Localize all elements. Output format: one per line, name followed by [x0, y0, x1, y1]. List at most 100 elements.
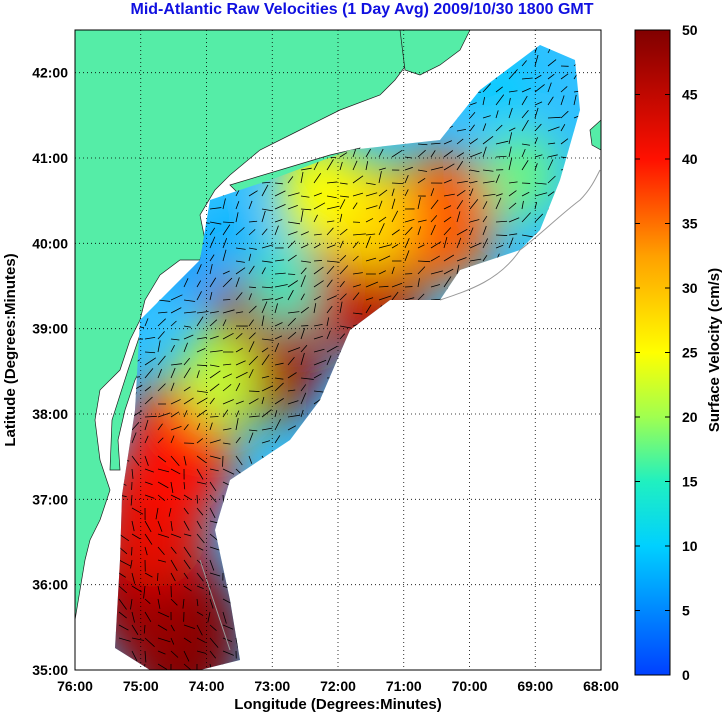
- velocity-arrow: [352, 192, 364, 197]
- velocity-arrow: [274, 259, 285, 262]
- velocity-arrow: [547, 126, 560, 132]
- velocity-arrow: [222, 373, 233, 379]
- velocity-arrow: [430, 150, 436, 158]
- velocity-arrow: [196, 468, 204, 480]
- velocity-arrow: [287, 192, 300, 197]
- velocity-arrow: [274, 398, 284, 405]
- velocity-arrow: [222, 238, 228, 249]
- velocity-arrow: [157, 611, 170, 618]
- velocity-arrow: [313, 243, 321, 249]
- velocity-arrow: [261, 301, 268, 314]
- velocity-arrow: [222, 409, 229, 418]
- velocity-arrow: [183, 424, 189, 431]
- velocity-arrow: [209, 439, 221, 444]
- velocity-arrow: [170, 294, 183, 301]
- x-tick-label-3: 73:00: [254, 678, 290, 694]
- y-axis-label: Latitude (Degrees:Minutes): [2, 253, 19, 446]
- velocity-arrow: [469, 102, 477, 106]
- velocity-arrow: [248, 293, 252, 301]
- colorbar-tick-label-5: 25: [682, 345, 698, 361]
- velocity-arrow: [287, 414, 301, 418]
- velocity-arrow: [469, 219, 480, 223]
- velocity-arrow: [248, 319, 254, 327]
- velocity-arrow: [430, 241, 442, 249]
- velocity-arrow: [170, 307, 182, 314]
- velocity-arrow: [456, 211, 461, 223]
- velocity-arrow: [404, 156, 413, 159]
- velocity-arrow: [482, 169, 494, 172]
- velocity-arrow: [196, 390, 208, 393]
- velocity-arrow: [274, 296, 284, 301]
- velocity-arrow: [339, 152, 348, 158]
- velocity-arrow: [170, 367, 176, 379]
- velocity-arrow: [456, 228, 468, 236]
- velocity-arrow: [443, 236, 448, 249]
- velocity-arrow: [521, 143, 531, 146]
- velocity-arrow: [534, 101, 543, 106]
- velocity-arrow: [222, 650, 234, 656]
- velocity-arrow: [521, 110, 529, 119]
- velocity-arrow: [170, 338, 180, 341]
- velocity-hotspot-14: [181, 330, 258, 430]
- velocity-arrow: [131, 455, 140, 466]
- velocity-arrow: [339, 199, 346, 210]
- velocity-arrow: [313, 233, 322, 236]
- velocity-arrow: [495, 140, 509, 145]
- velocity-arrow: [248, 305, 257, 314]
- velocity-arrow: [365, 236, 371, 249]
- velocity-arrow: [391, 149, 403, 158]
- velocity-arrow: [365, 161, 369, 171]
- velocity-arrow: [196, 291, 202, 301]
- velocity-arrow: [196, 650, 207, 654]
- velocity-arrow: [222, 224, 231, 236]
- velocity-arrow: [560, 86, 568, 93]
- velocity-arrow: [157, 423, 163, 431]
- velocity-arrow: [378, 244, 392, 249]
- velocity-arrow: [547, 82, 552, 93]
- velocity-arrow: [261, 184, 269, 197]
- velocity-arrow: [235, 277, 240, 288]
- velocity-arrow: [183, 663, 192, 670]
- velocity-hotspots: [115, 54, 557, 670]
- velocity-arrow: [170, 533, 182, 539]
- velocity-arrow: [326, 244, 336, 249]
- velocity-arrow: [521, 234, 533, 238]
- velocity-arrow: [313, 359, 327, 366]
- velocity-arrow: [534, 107, 539, 119]
- velocity-arrow: [183, 494, 192, 501]
- velocity-arrow: [300, 344, 308, 353]
- velocity-arrow: [482, 115, 491, 119]
- velocity-arrow: [183, 325, 192, 328]
- velocity-arrow: [170, 411, 180, 418]
- velocity-arrow: [170, 546, 177, 554]
- velocity-arrow: [209, 481, 217, 492]
- velocity-arrow: [339, 281, 345, 288]
- velocity-arrow: [130, 494, 133, 506]
- velocity-arrow: [144, 481, 153, 486]
- velocity-arrow: [365, 281, 379, 288]
- velocity-arrow: [326, 295, 337, 301]
- velocity-arrow: [222, 624, 234, 630]
- velocity-arrow: [443, 140, 452, 145]
- velocity-hotspot-12: [214, 202, 265, 268]
- x-tick-label-5: 71:00: [386, 678, 422, 694]
- velocity-arrow: [378, 200, 383, 210]
- velocity-arrow: [456, 128, 467, 132]
- velocity-arrow: [209, 507, 216, 519]
- velocity-arrow: [157, 663, 168, 670]
- velocity-arrow: [482, 83, 492, 93]
- velocity-arrow: [547, 96, 554, 106]
- velocity-arrow: [170, 520, 173, 531]
- velocity-arrow: [261, 260, 272, 263]
- velocity-arrow: [287, 254, 297, 262]
- velocity-arrow: [287, 331, 297, 340]
- velocity-arrow: [183, 278, 189, 288]
- velocity-arrow: [144, 546, 148, 556]
- velocity-arrow: [508, 237, 514, 249]
- velocity-hotspot-13: [253, 245, 317, 327]
- velocity-arrow: [547, 116, 561, 119]
- velocity-arrow: [157, 520, 163, 532]
- velocity-arrow: [560, 123, 566, 132]
- velocity-arrow: [521, 148, 526, 158]
- velocity-arrow: [144, 533, 153, 545]
